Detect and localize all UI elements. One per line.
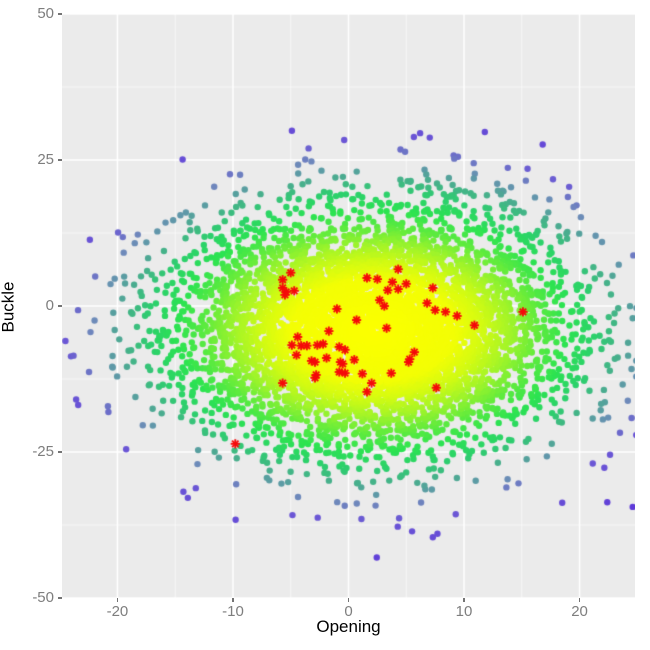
x-tick-label: 0 (344, 603, 353, 620)
x-tick-label: 10 (455, 603, 473, 620)
y-tick-mark (58, 451, 62, 453)
y-tick-label: -25 (32, 443, 54, 460)
x-tick-mark (347, 598, 350, 602)
y-tick-label: -50 (32, 589, 54, 606)
y-tick-mark (58, 159, 62, 161)
x-tick-mark (578, 598, 581, 602)
y-tick-mark (58, 13, 62, 15)
x-tick-label: 20 (571, 603, 588, 620)
x-tick-mark (232, 598, 234, 602)
x-tick-mark (116, 598, 119, 602)
y-tick-label: 50 (37, 5, 54, 22)
x-tick-label: -10 (222, 603, 244, 620)
y-tick-mark (58, 597, 62, 599)
plot-canvas (62, 14, 635, 598)
y-tick-label: 0 (45, 297, 54, 314)
x-tick-label: -20 (106, 603, 129, 620)
y-tick-mark (58, 305, 62, 307)
plot-panel (62, 14, 635, 598)
x-tick-mark (463, 598, 465, 602)
y-tick-label: 25 (37, 151, 54, 168)
x-axis-title: Opening (316, 617, 381, 636)
y-axis-title: Buckle (0, 281, 18, 333)
